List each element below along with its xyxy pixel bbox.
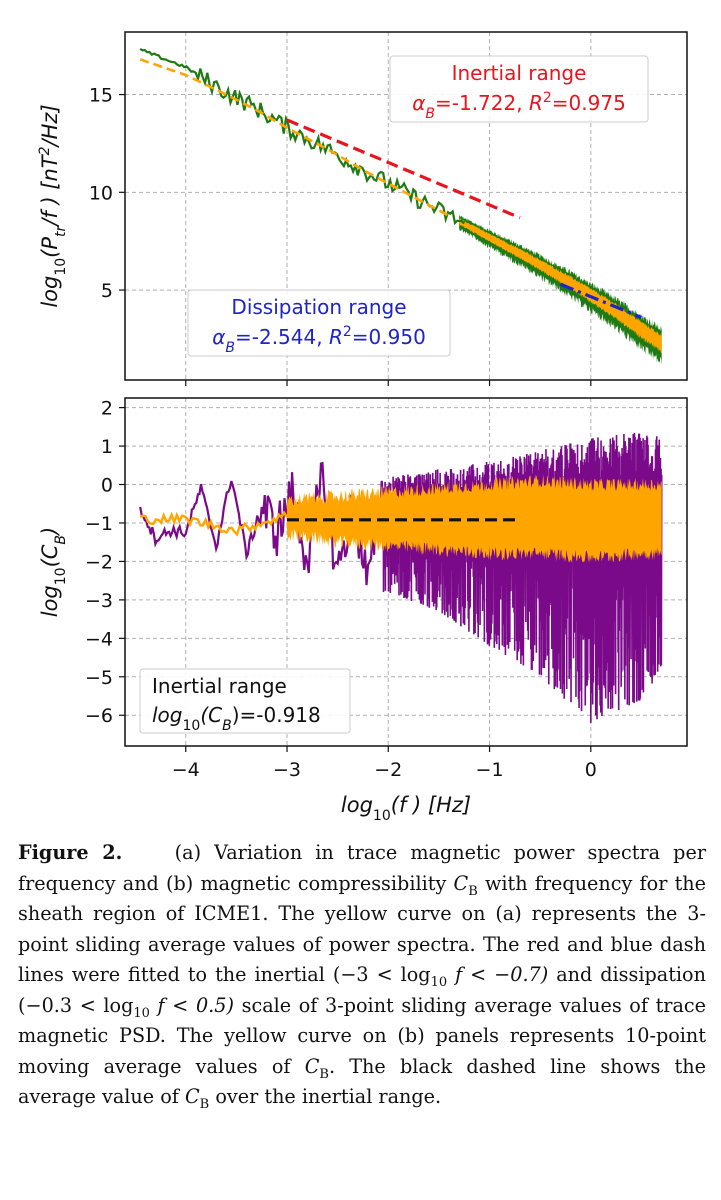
annotation-box	[389, 55, 649, 123]
caption-s3: and dissipation	[556, 963, 706, 986]
annotation-inertial-fit: αB=-1.722, R2=0.975	[412, 90, 626, 122]
annotation-inertial-title: Inertial range	[452, 61, 587, 85]
annotation-dissipation-fit: αB=-2.544, R2=0.950	[212, 324, 426, 356]
figure-caption: Figure 2. (a) Variation in trace magneti…	[18, 838, 706, 1113]
avg-band	[459, 217, 662, 354]
psd-band	[459, 215, 662, 366]
y-tick-label: 1	[101, 436, 113, 458]
x-tick-label: 0	[585, 759, 597, 781]
panel-b-ticks: −4 −3 −2 −1 0 2 1 0 −1 −2 −3 −4 −5 −6	[85, 398, 597, 781]
series-inertial-fit	[286, 118, 521, 220]
annotation-dissipation-title: Dissipation range	[231, 295, 406, 319]
series-cb	[139, 461, 385, 586]
y-tick-label: 10	[89, 182, 113, 204]
caption-range1: (−3 < log10 f < −0.7)	[332, 963, 549, 990]
annotation-box	[187, 289, 451, 357]
caption-label: Figure 2.	[18, 841, 123, 864]
caption-cb1: C	[453, 871, 469, 895]
panel-b-compressibility: −4 −3 −2 −1 0 2 1 0 −1 −2 −3 −4 −5 −6 log10(CB) log10…	[38, 397, 688, 824]
caption-cb1-sub: B	[468, 883, 478, 899]
y-tick-label: −4	[85, 628, 113, 650]
panel-a-frame	[124, 31, 688, 381]
series-moving-average	[139, 510, 299, 537]
annotation-inertial-range-a: Inertial range αB=-1.722, R2=0.975	[389, 55, 649, 123]
y-tick-label: −5	[85, 667, 113, 689]
x-tick-label: −4	[172, 759, 200, 781]
y-tick-label: 0	[101, 475, 113, 497]
caption-cb3-sub: B	[199, 1096, 210, 1112]
annotation-b-title: Inertial range	[152, 674, 287, 698]
y-tick-label: −2	[85, 551, 113, 573]
annotation-b-value: log10(CB)=-0.918	[152, 703, 321, 734]
caption-s5: . The black dashed line shows the averag…	[18, 1054, 706, 1109]
panel-b-xlabel: log10(f ) [Hz]	[341, 793, 471, 824]
panel-a-ticks: 5 10 15	[89, 85, 592, 386]
y-tick-label: −6	[85, 705, 113, 727]
panel-a-ylabel: log10(Ptr/f ) [nT2/Hz]	[37, 104, 69, 307]
panel-a-plot-area	[139, 47, 662, 366]
y-tick-label: −1	[85, 513, 113, 535]
y-tick-label: 5	[101, 280, 113, 302]
x-tick-label: −1	[476, 759, 504, 781]
panel-a-psd: 5 10 15 log10(Ptr/f ) [nT2/Hz] Inertial ra…	[37, 31, 688, 386]
series-psd	[139, 47, 466, 226]
y-tick-label: −3	[85, 590, 113, 612]
caption-s2: with frequency for the sheath region of …	[18, 871, 706, 987]
annotation-box	[139, 668, 351, 734]
caption-range2: (−0.3 < log10 f < 0.5)	[18, 993, 234, 1021]
caption-s4: scale of 3-point sliding average values …	[18, 993, 706, 1078]
x-tick-label: −2	[374, 759, 402, 781]
caption-cb3: C	[184, 1085, 200, 1108]
x-tick-label: −3	[273, 759, 301, 781]
caption-s1: (a) Variation in trace magnetic power sp…	[18, 841, 706, 895]
series-sliding-average	[139, 58, 450, 217]
series-cb-dense	[382, 432, 663, 723]
caption-cb2: C	[304, 1054, 320, 1078]
panel-b-ylabel: log10(CB)	[38, 527, 69, 618]
panel-b-plot-area	[139, 432, 663, 723]
y-tick-label: 2	[101, 398, 113, 420]
y-tick-label: 15	[89, 85, 113, 107]
annotation-inertial-range-b: Inertial range log10(CB)=-0.918	[139, 668, 351, 734]
caption-s6: over the inertial range.	[215, 1085, 442, 1108]
caption-cb2-sub: B	[319, 1066, 329, 1082]
panel-b-frame	[124, 397, 688, 747]
annotation-dissipation-range-a: Dissipation range αB=-2.544, R2=0.950	[187, 289, 451, 357]
